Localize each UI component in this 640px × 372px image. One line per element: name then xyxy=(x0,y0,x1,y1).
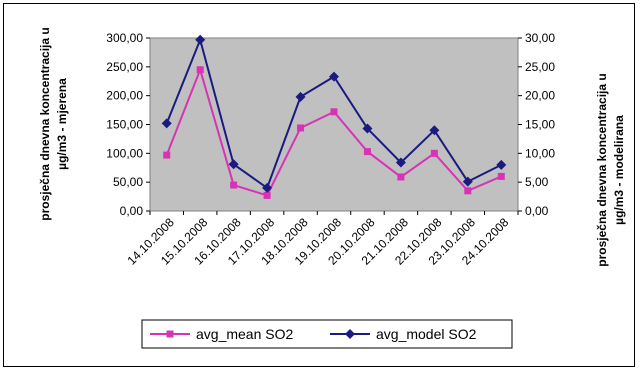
data-point xyxy=(429,125,440,136)
plot-layer: 0,00 50,00 100,00 150,00 200,00 250,00 300,00 0… xyxy=(106,31,555,268)
left-tick-label: 100,00 xyxy=(106,146,143,160)
data-point xyxy=(228,159,239,170)
left-tick-label: 50,00 xyxy=(113,175,143,189)
left-tick-label: 200,00 xyxy=(106,89,143,103)
right-tick-label: 30,00 xyxy=(525,31,555,45)
left-axis-title-line: prosječna dnevna koncentracija u xyxy=(38,27,52,220)
data-point xyxy=(195,34,206,45)
legend-box xyxy=(141,319,513,349)
data-point xyxy=(464,187,472,195)
left-tick-label: 0,00 xyxy=(120,204,144,218)
left-axis-title: prosječna dnevna koncentracija u µg/m3 - … xyxy=(38,27,69,220)
data-point xyxy=(297,124,305,132)
data-point xyxy=(262,182,273,193)
right-tick-label: 25,00 xyxy=(525,60,555,74)
data-point xyxy=(330,108,338,116)
data-point xyxy=(295,91,306,102)
data-point xyxy=(497,172,505,180)
data-point xyxy=(329,71,339,82)
right-axis-title: prosječna dnevna koncentracija u µg/m3 - … xyxy=(595,73,626,266)
data-point xyxy=(362,123,373,134)
right-axis-title-line: µg/m3 - modelirana xyxy=(612,115,626,225)
data-point xyxy=(496,159,507,170)
right-tick-label: 10,00 xyxy=(525,146,555,160)
plot-area xyxy=(149,37,519,212)
right-tick-label: 0,00 xyxy=(525,204,549,218)
right-axis-title-line: prosječna dnevna koncentracija u xyxy=(595,73,609,266)
data-point xyxy=(161,118,172,129)
right-tick-label: 15,00 xyxy=(525,118,555,132)
data-point xyxy=(163,151,171,159)
legend-label: avg_mean SO2 xyxy=(196,326,293,342)
data-point xyxy=(263,191,271,199)
left-tick-label: 150,00 xyxy=(106,118,143,132)
legend: avg_mean SO2 avg_model SO2 xyxy=(141,319,513,349)
legend-label: avg_model SO2 xyxy=(376,326,477,342)
legend-swatch-marker xyxy=(166,330,174,338)
left-tick-label: 250,00 xyxy=(106,60,143,74)
data-point xyxy=(230,181,238,189)
left-axis-title-line: µg/m3 - mjerena xyxy=(55,78,69,170)
right-tick-label: 5,00 xyxy=(525,175,549,189)
right-tick-label: 20,00 xyxy=(525,89,555,103)
legend-swatch-marker xyxy=(345,329,355,339)
left-tick-label: 300,00 xyxy=(106,31,143,45)
data-point xyxy=(462,176,473,187)
data-point xyxy=(430,149,438,157)
data-point xyxy=(196,66,204,74)
data-point xyxy=(363,148,371,156)
data-point xyxy=(395,157,406,168)
data-point xyxy=(397,173,405,181)
